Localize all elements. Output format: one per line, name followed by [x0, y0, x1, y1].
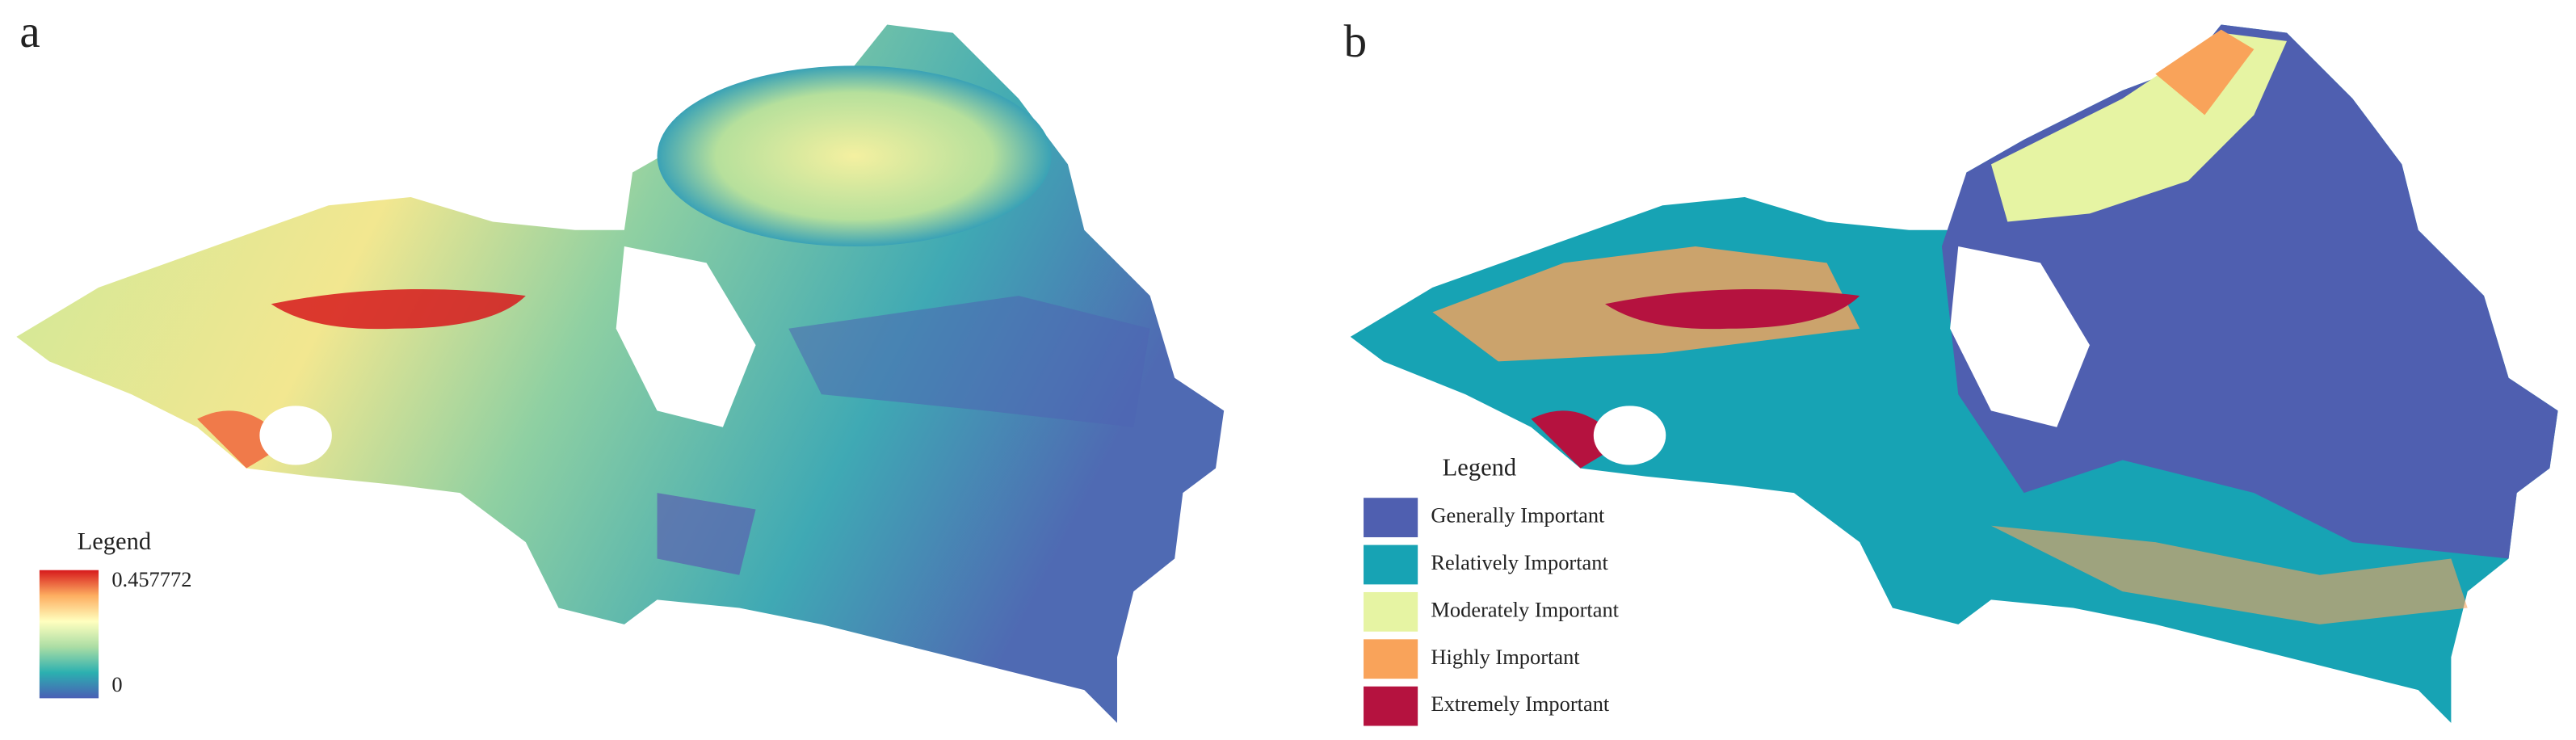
map-b — [1350, 24, 2558, 723]
legend-label: Moderately Important — [1431, 597, 1619, 621]
legend-swatch — [1364, 639, 1418, 679]
legend-b: Legend Generally Important Relatively Imp… — [1364, 454, 1620, 726]
legend-a: Legend 0.457772 0 — [39, 528, 191, 699]
legend-label: Relatively Important — [1431, 550, 1608, 574]
legend-swatch — [1364, 591, 1418, 632]
legend-min: 0 — [111, 672, 122, 696]
legend-swatch — [1364, 498, 1418, 538]
legend-label: Generally Important — [1431, 503, 1605, 528]
panel-label: b — [1344, 16, 1367, 67]
legend-title: Legend — [78, 528, 151, 555]
panel-label: a — [19, 6, 40, 57]
legend-swatch — [1364, 686, 1418, 726]
legend-swatch — [1364, 544, 1418, 585]
color-ramp — [39, 570, 99, 699]
legend-label: Extremely Important — [1431, 692, 1610, 716]
legend-max: 0.457772 — [111, 567, 191, 591]
map-a — [16, 24, 1225, 723]
legend-label: Highly Important — [1431, 645, 1580, 669]
legend-title: Legend — [1443, 454, 1516, 481]
